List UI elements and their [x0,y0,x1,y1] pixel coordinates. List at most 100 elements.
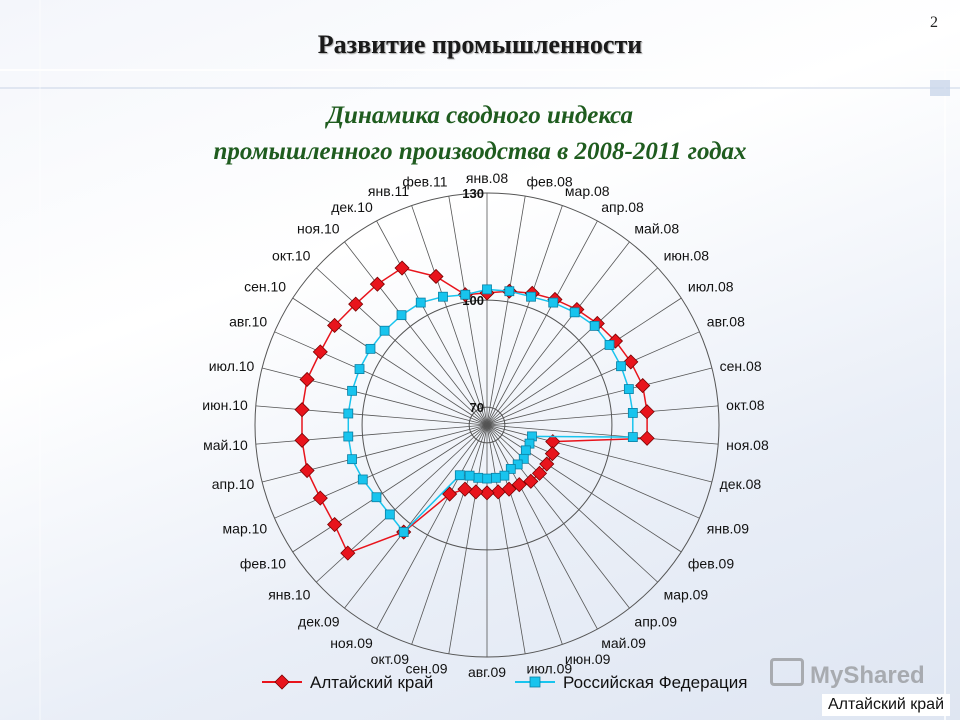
axis-category-label: июн.10 [202,397,248,413]
grid-spoke [486,331,700,426]
axis-category-label: фев.08 [527,173,573,189]
data-point-diamond [623,354,639,370]
grid-spoke [486,424,598,630]
axis-category-label: окт.09 [371,651,410,667]
grid-spoke [486,297,682,426]
grid-spoke [262,367,488,426]
axis-category-label: сен.08 [720,358,762,374]
grid-spoke [486,405,719,426]
data-point-square [616,361,626,372]
axis-category-label: янв.11 [368,183,409,199]
data-point-square [379,325,390,336]
axis-category-label: май.08 [634,221,679,237]
grid-spoke [344,241,488,426]
chart-title: Динамика сводного индекса промышленного … [0,98,960,170]
grid-spoke [316,267,488,426]
axis-category-label: мар.08 [565,183,610,199]
grid-spoke [486,424,700,519]
data-point-square [415,297,426,308]
grid-spoke [255,424,488,445]
data-point-diamond [511,477,527,493]
data-point-diamond [523,473,539,489]
data-point-square [490,472,501,483]
data-point-square [499,470,510,481]
axis-category-label: дек.08 [720,476,762,492]
data-point-diamond [312,490,328,506]
grid-spoke [448,424,488,654]
data-point-square [520,445,531,456]
watermark: MyShared [770,658,925,690]
data-point-diamond [539,456,555,472]
data-point-diamond [531,465,548,481]
data-point-square [604,340,615,350]
data-point-diamond [479,485,495,501]
data-point-diamond [348,296,364,312]
data-point-diamond [457,481,473,497]
grid-spoke [486,267,658,426]
data-point-square [627,408,638,418]
data-point-diamond [340,545,356,561]
data-point-square [518,453,529,464]
data-point-square [464,470,475,481]
data-point-diamond [294,402,310,418]
grid-spoke [292,424,488,553]
grid-spoke [411,205,488,426]
data-point-diamond [468,484,484,500]
legend-label: Алтайский край [310,673,433,692]
data-point-square [623,384,634,394]
grid-spoke [486,205,563,426]
data-point-square [627,432,638,442]
axis-category-label: май.10 [203,437,248,453]
grid-spoke [255,405,488,426]
data-point-square [460,289,471,300]
axis-category-label: ноя.10 [297,221,340,237]
axis-category-label: авг.10 [229,314,267,330]
data-point-diamond [394,260,410,276]
axis-category-label: сен.10 [244,279,286,295]
grid-spoke [486,424,719,445]
data-point-square [371,492,382,503]
data-point-diamond [299,371,315,388]
axis-category-label: янв.09 [707,520,749,536]
grid-spoke [274,424,488,519]
axis-category-label: июн.08 [664,247,710,263]
data-point-square [347,385,357,396]
data-point-diamond [299,462,315,479]
axis-category-label: авг.09 [468,664,506,680]
slide-number: 2 [930,14,938,31]
axis-category-label: июл.10 [209,358,255,374]
data-point-square [347,454,357,465]
axis-category-label: ноя.09 [330,635,373,651]
data-point-diamond [428,268,444,285]
grid-spoke [486,424,563,645]
axis-category-label: июл.08 [688,279,734,295]
grid-spoke [274,331,488,426]
data-point-diamond [312,344,328,360]
data-point-square [482,473,492,484]
data-point-diamond [442,486,458,502]
grid-spoke [486,367,712,426]
axis-category-label: ноя.08 [726,437,769,453]
axis-category-label: мар.09 [664,587,709,603]
axis-category-label: окт.10 [272,247,311,263]
grid-spoke [344,424,488,609]
data-point-square [365,343,376,354]
grid-spoke [448,196,488,426]
data-point-diamond [294,432,310,448]
axis-category-label: июн.09 [565,651,611,667]
data-point-square [343,431,354,442]
data-point-diamond [639,404,655,420]
data-point-diamond [544,446,560,462]
data-point-diamond [639,430,655,446]
data-point-square [384,509,395,520]
grid-spoke [376,220,488,426]
axis-category-label: сен.09 [406,661,448,677]
data-point-square [505,464,516,474]
legend-diamond-marker [274,674,290,690]
grid-spoke [486,424,526,654]
data-point-square [438,291,448,302]
axis-category-label: дек.09 [298,613,340,629]
axis-category-label: фев.10 [240,555,286,571]
data-point-diamond [635,378,651,394]
